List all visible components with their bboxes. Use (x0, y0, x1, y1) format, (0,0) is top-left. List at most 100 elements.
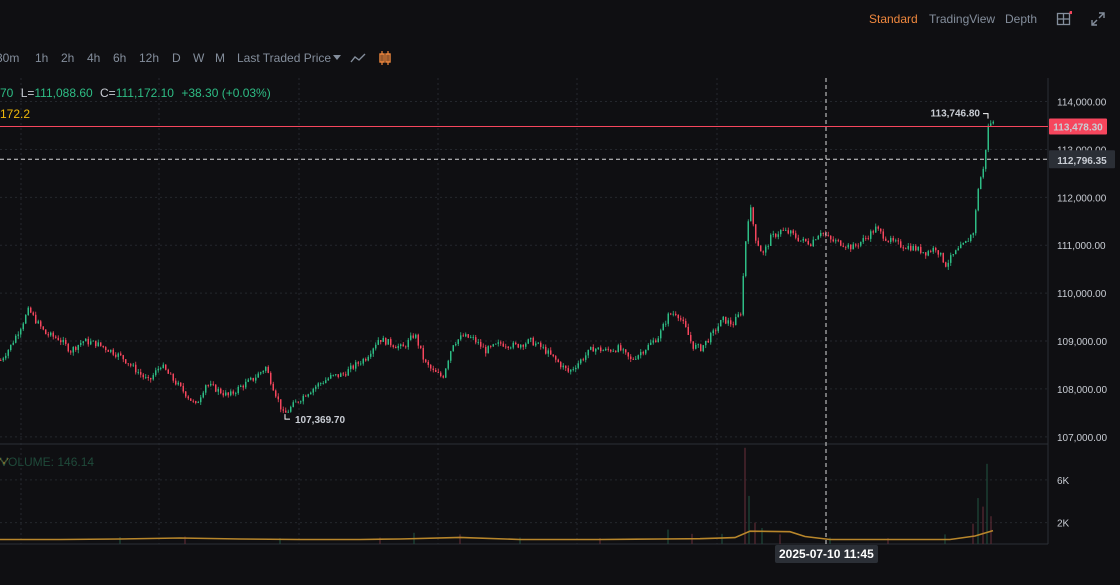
candle-body (387, 339, 389, 345)
volume-legend: VOLUME: 146.14 (0, 455, 94, 469)
candle-body (192, 400, 194, 402)
candle-body (222, 393, 224, 396)
interval-30m[interactable]: 30m (0, 51, 20, 65)
candle-body (297, 401, 299, 403)
candle-body (820, 232, 822, 236)
candle-body (27, 307, 29, 316)
candle-body (495, 343, 497, 345)
candle-body (70, 351, 72, 353)
candle-body (320, 383, 322, 384)
interval-4h[interactable]: 4h (87, 51, 101, 65)
ohlc-open-fragment: 70 (0, 86, 14, 100)
candle-body (362, 358, 364, 364)
candle-body (442, 376, 444, 378)
price-tick-label: 114,000.00 (1057, 98, 1107, 109)
candle-body (805, 238, 807, 242)
tab-depth[interactable]: Depth (1005, 12, 1038, 26)
candle-body (182, 385, 184, 392)
candle-body (67, 343, 69, 352)
crosshair-time-label: 2025-07-10 11:45 (775, 545, 878, 563)
candle-body (250, 377, 252, 380)
candle-body (735, 316, 737, 326)
candle-body (615, 350, 617, 352)
candle-body (982, 168, 984, 178)
candle-body (792, 230, 794, 234)
candlestick-icon[interactable] (378, 50, 392, 66)
candle-body (97, 342, 99, 347)
tab-tradingview[interactable]: TradingView (929, 12, 996, 26)
candle-body (137, 372, 139, 373)
candle-body (837, 240, 839, 242)
candle-body (32, 312, 34, 315)
crosshair-price-badge (1049, 150, 1115, 169)
candle-body (812, 239, 814, 247)
candle-body (455, 343, 457, 346)
candle-body (502, 343, 504, 347)
interval-2h[interactable]: 2h (61, 51, 75, 65)
interval-w[interactable]: W (193, 51, 205, 65)
candle-body (765, 246, 767, 253)
candle-body (117, 353, 119, 357)
candle-body (845, 246, 847, 248)
volume-collapse-icon (0, 457, 9, 466)
expand-icon[interactable] (1090, 11, 1106, 27)
candle-body (35, 314, 37, 324)
candle-body (590, 347, 592, 350)
candle-body (232, 391, 234, 394)
candle-body (212, 383, 214, 385)
price-chart[interactable]: 114,000.00113,000.00112,000.00111,000.00… (0, 78, 1120, 548)
candle-body (205, 385, 207, 393)
candle-body (832, 239, 834, 242)
candle-body (377, 340, 379, 345)
candle-body (595, 348, 597, 352)
candle-body (412, 335, 414, 338)
candle-body (472, 337, 474, 338)
candle-body (715, 330, 717, 332)
tab-standard[interactable]: Standard (869, 12, 918, 26)
candle-body (762, 251, 764, 253)
candle-body (430, 364, 432, 369)
candle-body (20, 329, 22, 335)
candle-body (202, 392, 204, 398)
layout-grid-icon[interactable] (1056, 11, 1072, 27)
candle-body (730, 320, 732, 325)
candle-body (335, 374, 337, 376)
candle-body (190, 398, 192, 401)
candle-body (597, 347, 599, 349)
candle-body (352, 365, 354, 369)
candle-body (650, 342, 652, 345)
candle-body (0, 360, 2, 361)
candle-body (780, 229, 782, 235)
candle-body (962, 242, 964, 245)
candle-body (127, 363, 129, 365)
interval-6h[interactable]: 6h (113, 51, 127, 65)
interval-1h[interactable]: 1h (35, 51, 49, 65)
interval-m[interactable]: M (215, 51, 225, 65)
candle-body (445, 368, 447, 378)
price-type-select[interactable]: Last Traded Price (237, 51, 332, 65)
candle-body (960, 244, 962, 249)
candle-body (452, 345, 454, 352)
candle-body (332, 374, 334, 376)
candle-body (932, 247, 934, 252)
candle-body (347, 369, 349, 376)
candle-body (522, 344, 524, 347)
price-tick-label: 107,000.00 (1057, 433, 1107, 444)
candle-body (237, 386, 239, 394)
interval-d[interactable]: D (172, 51, 181, 65)
candle-body (587, 349, 589, 356)
candle-body (542, 346, 544, 348)
candle-body (640, 352, 642, 356)
candle-body (815, 239, 817, 241)
line-chart-icon[interactable] (350, 51, 366, 65)
chevron-down-icon[interactable] (333, 55, 341, 60)
last-price-badge (1049, 118, 1107, 135)
candle-body (865, 238, 867, 239)
volume-legend-label: VOLUME: 146.14 (0, 455, 95, 469)
candle-body (407, 339, 409, 348)
candle-body (140, 372, 142, 375)
candle-body (210, 383, 212, 386)
interval-12h[interactable]: 12h (139, 51, 160, 65)
candle-body (475, 337, 477, 343)
candle-body (60, 340, 62, 343)
